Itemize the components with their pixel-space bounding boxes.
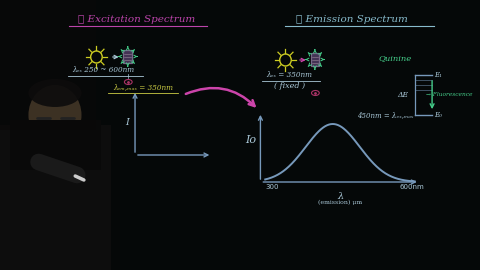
Bar [10,120,101,170]
Text: I: I [125,118,129,127]
Text: ( fixed ): ( fixed ) [274,82,305,90]
Text: → Fluorescence: → Fluorescence [426,93,473,97]
Text: λₑₓ 250 ~ 600nm: λₑₓ 250 ~ 600nm [72,66,134,74]
Text: E₁: E₁ [434,71,442,79]
Bar [311,53,319,66]
Text: ΔE: ΔE [397,91,408,99]
Bar [0,0,96,130]
Text: Quinine: Quinine [379,54,412,62]
Text: E₀: E₀ [434,111,442,119]
Text: 300: 300 [265,184,279,190]
Text: λ: λ [337,192,343,201]
Ellipse shape [28,79,82,107]
Text: λₑₓ = 350nm: λₑₓ = 350nm [266,71,312,79]
Text: ② Emission Spectrum: ② Emission Spectrum [296,15,408,25]
Text: ① Excitation Spectrum: ① Excitation Spectrum [78,15,195,25]
Text: (emission) μm: (emission) μm [318,200,362,205]
Bar [0,125,111,270]
Text: 450nm = λₑₓ,ₘₐₓ: 450nm = λₑₓ,ₘₐₓ [357,111,413,119]
Ellipse shape [28,85,82,145]
Text: Iᴏ: Iᴏ [245,135,256,145]
Text: λₑₘ,ₘₐₓ = 350nm: λₑₘ,ₘₐₓ = 350nm [113,83,173,91]
Bar [123,50,132,63]
Text: 600nm: 600nm [399,184,424,190]
